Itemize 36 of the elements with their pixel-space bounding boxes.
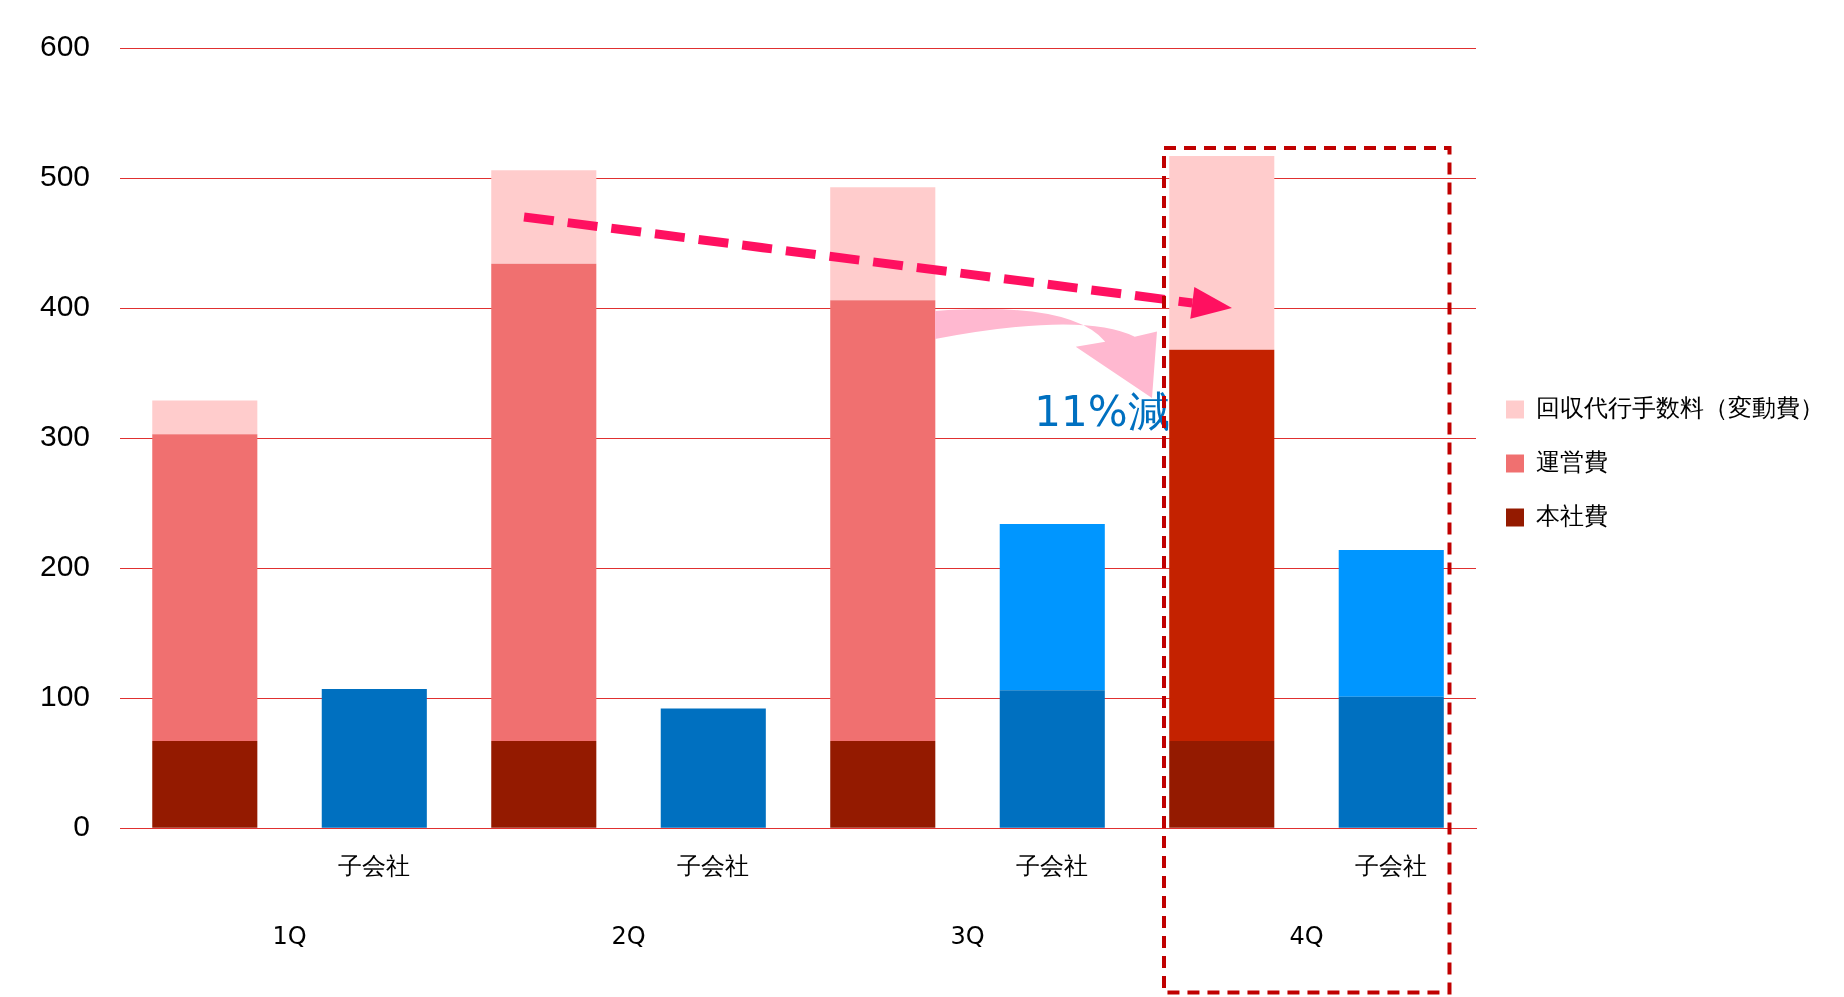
x-tick-label: 子会社 [338, 852, 411, 880]
y-tick-label: 300 [39, 419, 91, 453]
bar [660, 708, 766, 828]
bar [1338, 696, 1444, 828]
x-tick-label: 子会社 [1016, 852, 1089, 880]
x-tick-label: 子会社 [1355, 852, 1428, 880]
bar [152, 741, 258, 828]
legend-label: 本社費 [1536, 502, 1608, 530]
bar [491, 170, 597, 264]
bar [999, 523, 1105, 691]
bar [491, 741, 597, 828]
y-tick-label: 100 [39, 679, 91, 713]
text: 2Q [611, 922, 646, 951]
bar [830, 741, 936, 828]
bar [1169, 349, 1275, 742]
bar [999, 690, 1105, 828]
bar [321, 689, 427, 828]
bar [152, 400, 258, 435]
bar [1169, 155, 1275, 350]
bar [830, 300, 936, 742]
bar [1338, 549, 1444, 697]
y-tick-label: 0 [73, 809, 91, 843]
text: 1Q [272, 922, 307, 951]
x-tick-label: 子会社 [677, 852, 750, 880]
bar [1169, 741, 1275, 828]
y-tick-label: 200 [39, 549, 91, 583]
y-tick-label: 600 [39, 29, 91, 63]
bar [152, 434, 258, 742]
y-tick-label: 400 [39, 289, 91, 323]
legend-label: 運営費 [1536, 448, 1608, 476]
bar [830, 187, 936, 301]
legend-label: 回収代行手数料（変動費） [1536, 394, 1824, 422]
text: 3Q [950, 922, 985, 951]
bar [491, 263, 597, 742]
y-tick-label: 500 [39, 159, 91, 193]
text: 4Q [1289, 922, 1324, 951]
